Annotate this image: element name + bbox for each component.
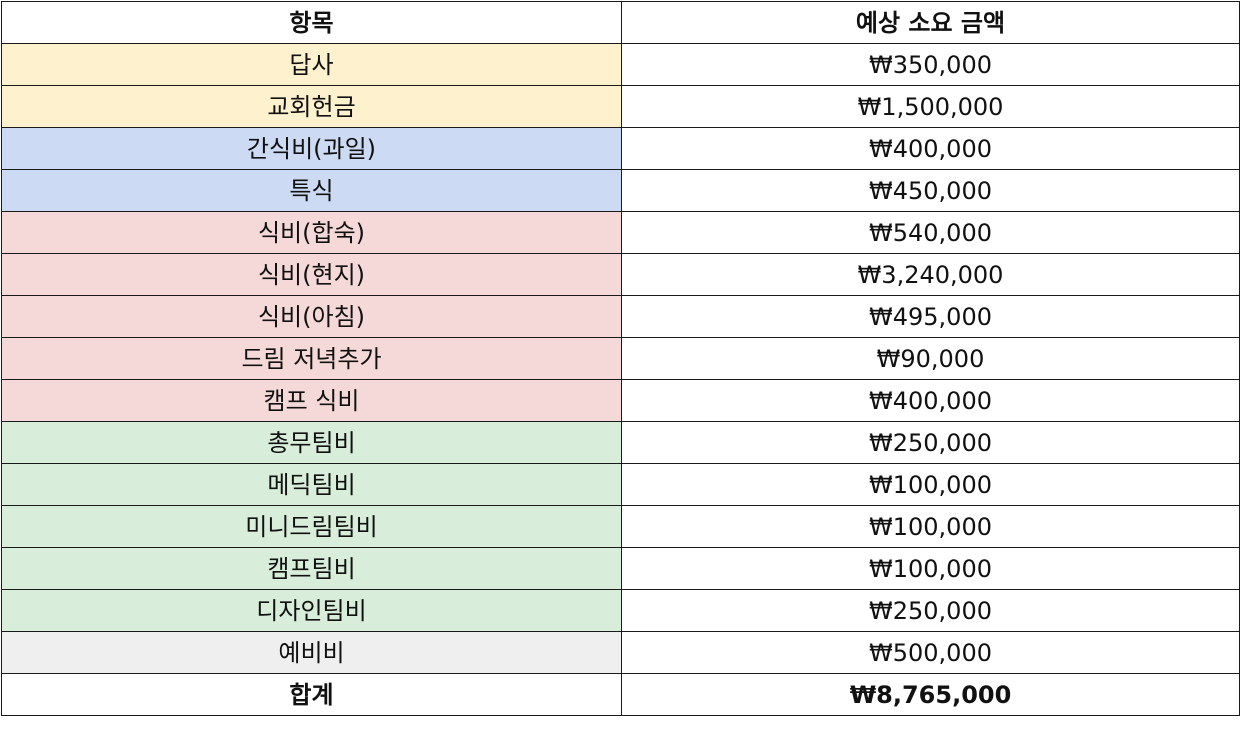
header-item: 항목 [1, 1, 622, 44]
row-amount: ₩450,000 [621, 169, 1240, 212]
row-amount: ₩495,000 [621, 295, 1240, 338]
row-amount: ₩250,000 [621, 589, 1240, 632]
row-item: 간식비(과일) [1, 127, 622, 170]
row-amount: ₩400,000 [621, 379, 1240, 422]
row-item: 식비(현지) [1, 253, 622, 296]
table-row: 간식비(과일) ₩400,000 [1, 127, 1240, 170]
table-row: 캠프팀비 ₩100,000 [1, 547, 1240, 590]
total-row: 합계 ₩8,765,000 [1, 673, 1240, 716]
row-amount: ₩540,000 [621, 211, 1240, 254]
table-row: 메딕팀비 ₩100,000 [1, 463, 1240, 506]
budget-table: 항목 예상 소요 금액 답사 ₩350,000 교회헌금 ₩1,500,000 … [1, 1, 1240, 716]
budget-body: 답사 ₩350,000 교회헌금 ₩1,500,000 간식비(과일) ₩400… [1, 43, 1240, 716]
row-amount: ₩500,000 [621, 631, 1240, 674]
table-row: 미니드림팀비 ₩100,000 [1, 505, 1240, 548]
table-row: 특식 ₩450,000 [1, 169, 1240, 212]
table-row: 교회헌금 ₩1,500,000 [1, 85, 1240, 128]
table-row: 드림 저녁추가 ₩90,000 [1, 337, 1240, 380]
row-item: 메딕팀비 [1, 463, 622, 506]
total-label: 합계 [1, 673, 622, 716]
row-item: 예비비 [1, 631, 622, 674]
row-item: 캠프팀비 [1, 547, 622, 590]
row-item: 미니드림팀비 [1, 505, 622, 548]
row-item: 답사 [1, 43, 622, 86]
row-item: 식비(아침) [1, 295, 622, 338]
row-item: 캠프 식비 [1, 379, 622, 422]
header-row: 항목 예상 소요 금액 [1, 1, 1240, 44]
table-row: 식비(합숙) ₩540,000 [1, 211, 1240, 254]
row-amount: ₩250,000 [621, 421, 1240, 464]
row-item: 교회헌금 [1, 85, 622, 128]
row-item: 총무팀비 [1, 421, 622, 464]
row-item: 드림 저녁추가 [1, 337, 622, 380]
table-row: 식비(현지) ₩3,240,000 [1, 253, 1240, 296]
row-item: 식비(합숙) [1, 211, 622, 254]
row-item: 디자인팀비 [1, 589, 622, 632]
row-amount: ₩90,000 [621, 337, 1240, 380]
row-amount: ₩3,240,000 [621, 253, 1240, 296]
header-amount: 예상 소요 금액 [621, 1, 1240, 44]
row-amount: ₩100,000 [621, 505, 1240, 548]
row-amount: ₩1,500,000 [621, 85, 1240, 128]
row-amount: ₩400,000 [621, 127, 1240, 170]
table-row: 캠프 식비 ₩400,000 [1, 379, 1240, 422]
table-row: 디자인팀비 ₩250,000 [1, 589, 1240, 632]
table-row: 식비(아침) ₩495,000 [1, 295, 1240, 338]
row-item: 특식 [1, 169, 622, 212]
row-amount: ₩100,000 [621, 547, 1240, 590]
row-amount: ₩350,000 [621, 43, 1240, 86]
table-row: 예비비 ₩500,000 [1, 631, 1240, 674]
table-row: 총무팀비 ₩250,000 [1, 421, 1240, 464]
row-amount: ₩100,000 [621, 463, 1240, 506]
total-amount: ₩8,765,000 [621, 673, 1240, 716]
table-row: 답사 ₩350,000 [1, 43, 1240, 86]
